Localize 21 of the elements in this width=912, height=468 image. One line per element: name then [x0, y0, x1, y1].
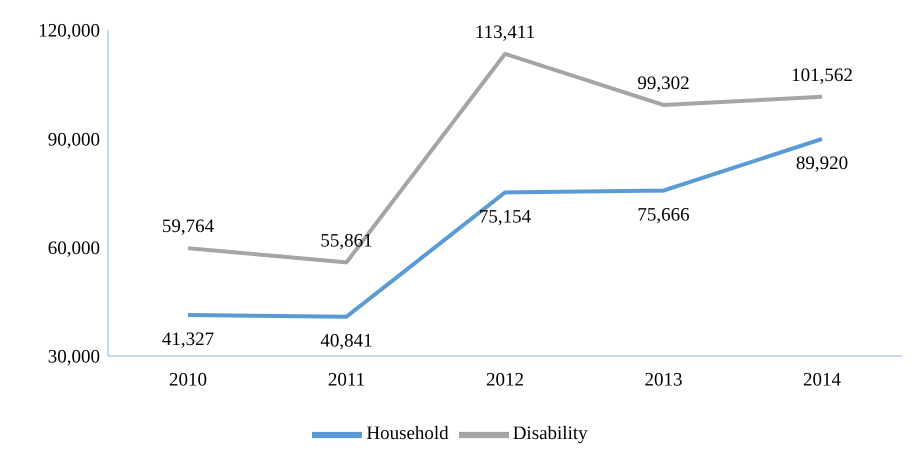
x-tick-label: 2011 [328, 369, 366, 390]
x-tick-label: 2010 [169, 369, 207, 390]
y-tick-label: 120,000 [38, 20, 100, 42]
y-tick-label: 90,000 [48, 129, 100, 150]
data-label: 75,666 [637, 204, 690, 226]
data-label: 40,841 [320, 330, 373, 352]
data-label: 113,411 [474, 22, 536, 43]
x-tick-label: 2012 [486, 369, 524, 390]
data-label: 99,302 [637, 72, 690, 94]
data-label: 101,562 [791, 64, 853, 86]
legend-label: Disability [512, 422, 588, 444]
legend-label: Household [366, 422, 449, 444]
data-label: 55,861 [320, 230, 373, 252]
data-label: 89,920 [796, 152, 848, 174]
x-tick-label: 2014 [803, 369, 842, 390]
y-tick-label: 60,000 [48, 238, 100, 260]
y-tick-label: 30,000 [48, 346, 100, 368]
x-tick-label: 2013 [644, 369, 682, 390]
data-label: 59,764 [162, 216, 215, 238]
data-label: 41,327 [162, 328, 214, 350]
data-label: 75,154 [478, 206, 532, 228]
